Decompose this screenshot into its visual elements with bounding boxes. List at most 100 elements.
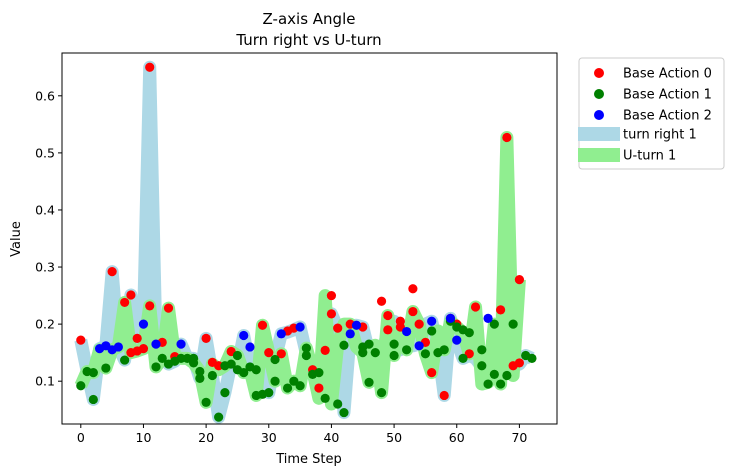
point-base-action-0 bbox=[132, 333, 142, 343]
point-base-action-1 bbox=[201, 397, 211, 407]
point-base-action-0 bbox=[427, 368, 437, 378]
point-base-action-1 bbox=[402, 345, 412, 355]
point-base-action-1 bbox=[207, 370, 217, 381]
point-base-action-0 bbox=[502, 132, 512, 143]
point-base-action-1 bbox=[339, 340, 349, 350]
point-base-action-1 bbox=[226, 359, 236, 369]
legend-swatch-uturn bbox=[578, 148, 620, 162]
point-base-action-1 bbox=[358, 348, 368, 358]
legend-label-base-action-2: Base Action 2 bbox=[623, 109, 712, 124]
plot-frame bbox=[61, 52, 558, 425]
point-base-action-0 bbox=[439, 390, 449, 401]
point-base-action-1 bbox=[282, 383, 293, 393]
x-tick-label: 10 bbox=[136, 430, 152, 445]
point-base-action-1 bbox=[376, 388, 387, 398]
chart-title: Z-axis Angle bbox=[263, 10, 356, 28]
y-tick-label: 0.1 bbox=[35, 374, 55, 389]
point-base-action-0 bbox=[320, 345, 330, 355]
point-base-action-1 bbox=[477, 361, 487, 371]
y-tick-label: 0.6 bbox=[35, 88, 55, 103]
point-base-action-1 bbox=[188, 358, 199, 368]
x-tick-label: 0 bbox=[77, 430, 85, 445]
points-layer bbox=[76, 62, 537, 422]
point-base-action-2 bbox=[345, 329, 355, 339]
point-base-action-1 bbox=[370, 348, 380, 358]
point-base-action-1 bbox=[220, 388, 230, 398]
point-base-action-1 bbox=[251, 365, 261, 375]
point-base-action-1 bbox=[439, 345, 449, 355]
point-base-action-1 bbox=[333, 399, 343, 409]
point-base-action-0 bbox=[514, 275, 525, 285]
point-base-action-0 bbox=[408, 306, 418, 317]
y-axis-label: Value bbox=[9, 221, 24, 257]
point-base-action-0 bbox=[107, 267, 117, 277]
point-base-action-2 bbox=[483, 313, 493, 324]
point-base-action-1 bbox=[101, 363, 111, 373]
point-base-action-1 bbox=[88, 368, 98, 378]
point-base-action-1 bbox=[389, 339, 399, 349]
x-tick-label: 50 bbox=[386, 430, 402, 445]
x-tick-label: 20 bbox=[198, 430, 214, 445]
point-base-action-0 bbox=[264, 348, 274, 358]
point-base-action-0 bbox=[514, 358, 525, 368]
point-base-action-1 bbox=[489, 319, 499, 329]
point-base-action-1 bbox=[301, 343, 311, 353]
point-base-action-0 bbox=[383, 325, 393, 335]
point-base-action-1 bbox=[270, 376, 280, 386]
point-base-action-2 bbox=[427, 316, 437, 326]
point-base-action-2 bbox=[245, 342, 255, 352]
point-base-action-1 bbox=[232, 350, 243, 361]
point-base-action-0 bbox=[376, 296, 387, 306]
legend: Base Action 0 Base Action 1 Base Action … bbox=[578, 57, 725, 170]
point-base-action-1 bbox=[264, 388, 274, 398]
point-base-action-2 bbox=[414, 341, 424, 351]
legend-label-turn-right: turn right 1 bbox=[623, 128, 697, 143]
point-base-action-0 bbox=[257, 320, 268, 330]
y-tick-label: 0.4 bbox=[35, 202, 55, 217]
point-base-action-2 bbox=[445, 313, 456, 324]
point-base-action-1 bbox=[527, 353, 537, 363]
y-axis: 0.1 0.2 0.3 0.4 0.5 0.6 bbox=[35, 88, 62, 389]
point-base-action-0 bbox=[276, 349, 286, 359]
point-base-action-0 bbox=[314, 383, 324, 393]
point-base-action-0 bbox=[138, 344, 149, 354]
point-base-action-2 bbox=[295, 322, 305, 332]
point-base-action-2 bbox=[239, 330, 249, 341]
point-base-action-1 bbox=[195, 373, 205, 383]
point-base-action-1 bbox=[270, 354, 280, 365]
point-base-action-2 bbox=[452, 335, 462, 345]
point-base-action-0 bbox=[163, 303, 174, 313]
point-base-action-0 bbox=[76, 335, 86, 345]
legend-swatch-turn-right bbox=[578, 127, 620, 141]
point-base-action-2 bbox=[402, 326, 412, 337]
point-base-action-1 bbox=[88, 394, 98, 405]
legend-label-base-action-0: Base Action 0 bbox=[623, 67, 712, 82]
point-base-action-0 bbox=[120, 297, 130, 308]
point-base-action-1 bbox=[195, 366, 205, 377]
point-base-action-0 bbox=[408, 284, 418, 294]
point-base-action-1 bbox=[214, 412, 224, 422]
point-base-action-2 bbox=[151, 339, 161, 349]
legend-marker-base-action-2 bbox=[594, 110, 604, 120]
point-base-action-1 bbox=[239, 368, 249, 378]
point-base-action-0 bbox=[326, 290, 337, 301]
point-base-action-1 bbox=[483, 379, 493, 389]
point-base-action-1 bbox=[389, 350, 399, 361]
y-tick-label: 0.3 bbox=[35, 260, 55, 275]
point-base-action-1 bbox=[477, 345, 487, 355]
point-base-action-0 bbox=[201, 333, 211, 343]
point-base-action-0 bbox=[145, 301, 155, 311]
point-base-action-1 bbox=[151, 362, 161, 372]
point-base-action-1 bbox=[420, 349, 431, 359]
point-base-action-1 bbox=[295, 381, 305, 391]
point-base-action-0 bbox=[470, 302, 481, 312]
point-base-action-1 bbox=[339, 407, 349, 418]
point-base-action-2 bbox=[351, 320, 362, 330]
point-base-action-1 bbox=[314, 368, 324, 378]
y-tick-label: 0.5 bbox=[35, 145, 55, 160]
chart-subtitle: Turn right vs U-turn bbox=[235, 31, 381, 49]
point-base-action-1 bbox=[120, 355, 130, 365]
point-base-action-0 bbox=[496, 305, 506, 315]
point-base-action-1 bbox=[157, 353, 167, 363]
